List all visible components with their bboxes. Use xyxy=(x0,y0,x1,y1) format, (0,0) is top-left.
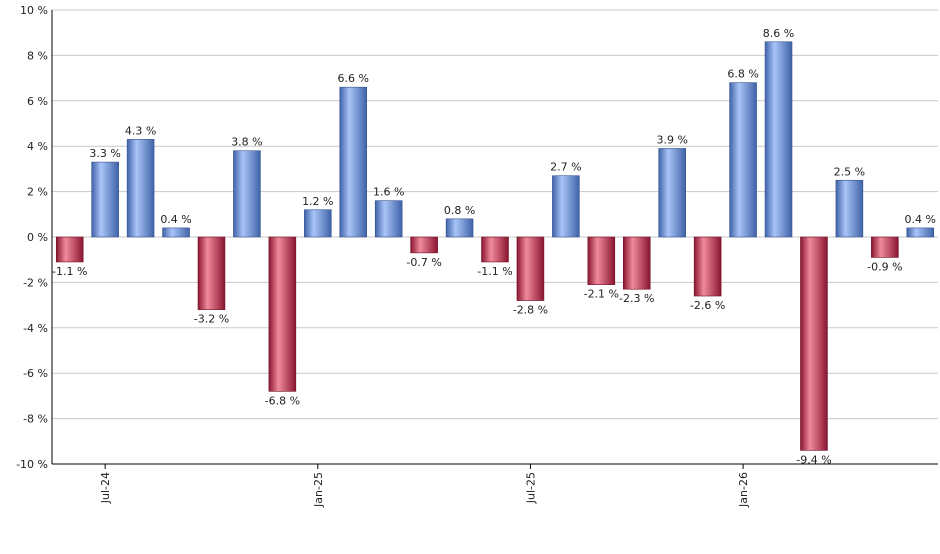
x-tick-label: Jul-24 xyxy=(99,472,112,504)
bar-positive xyxy=(445,218,474,238)
y-tick-label: -8 % xyxy=(23,413,48,426)
data-labels: -1.1 % 3.3 % 4.3 % 0.4 % -3.2 % 3.8 % -6.8 % 1.… xyxy=(52,27,936,467)
data-label: 3.8 % xyxy=(231,136,262,149)
bar-positive xyxy=(374,200,403,238)
data-label: 3.3 % xyxy=(89,147,120,160)
data-label: -2.1 % xyxy=(584,288,619,301)
bar-positive xyxy=(835,179,864,238)
bar-positive xyxy=(91,161,119,238)
data-label: -3.2 % xyxy=(194,313,229,326)
data-label: 2.7 % xyxy=(550,161,581,174)
bar-negative xyxy=(197,236,226,310)
x-tick-label: Jan-25 xyxy=(312,472,325,508)
data-label: -0.9 % xyxy=(867,260,902,273)
bar-positive xyxy=(126,139,155,238)
data-label: 3.9 % xyxy=(656,133,687,146)
y-tick-label: -2 % xyxy=(23,276,48,289)
data-label: -0.7 % xyxy=(406,256,441,269)
y-tick-label: -4 % xyxy=(23,322,48,335)
data-label: 2.5 % xyxy=(834,165,865,178)
data-label: 8.6 % xyxy=(763,27,794,40)
bar-negative xyxy=(410,236,438,254)
data-label: 1.2 % xyxy=(302,195,333,208)
y-tick-label: 0 % xyxy=(27,231,48,244)
bar-negative xyxy=(481,236,509,263)
bars xyxy=(55,41,935,451)
bar-negative xyxy=(55,236,84,263)
bar-positive xyxy=(339,86,368,238)
x-tick-label: Jul-25 xyxy=(524,472,537,504)
bar-positive xyxy=(162,227,190,238)
y-tick-label: 2 % xyxy=(27,186,48,199)
data-label: -2.8 % xyxy=(513,304,548,317)
bar-negative xyxy=(516,236,545,301)
y-tick-label: -6 % xyxy=(23,367,48,380)
data-label: 1.6 % xyxy=(373,186,404,199)
bar-negative xyxy=(622,236,651,290)
data-label: 6.6 % xyxy=(338,72,369,85)
data-label: 6.8 % xyxy=(727,68,758,81)
data-label: -1.1 % xyxy=(477,265,512,278)
bar-positive xyxy=(658,148,686,238)
data-label: -2.3 % xyxy=(619,292,654,305)
bar-positive xyxy=(729,82,757,238)
y-tick-label: -10 % xyxy=(16,458,48,471)
data-label: -6.8 % xyxy=(265,394,300,407)
bar-negative xyxy=(268,236,297,392)
y-tick-label: 4 % xyxy=(27,140,48,153)
data-label: -1.1 % xyxy=(52,265,87,278)
data-label: 0.4 % xyxy=(905,213,936,226)
y-tick-label: 8 % xyxy=(27,49,48,62)
bar-negative xyxy=(587,236,616,285)
bar-positive xyxy=(233,150,261,238)
data-label: -2.6 % xyxy=(690,299,725,312)
data-label: -9.4 % xyxy=(796,453,831,466)
y-tick-label: 6 % xyxy=(27,95,48,108)
bar-negative xyxy=(871,236,899,258)
axes xyxy=(51,10,938,465)
data-label: 0.8 % xyxy=(444,204,475,217)
data-label: 4.3 % xyxy=(125,124,156,137)
x-tick-label: Jan-26 xyxy=(737,472,750,508)
bar-negative xyxy=(693,236,722,297)
bar-positive xyxy=(552,175,580,238)
bar-positive xyxy=(764,41,793,238)
data-label: 0.4 % xyxy=(160,213,191,226)
bar-positive xyxy=(304,209,332,238)
bar-positive xyxy=(906,227,935,238)
y-tick-label: 10 % xyxy=(20,4,48,17)
x-axis-tick-labels: Jul-24 Jan-25 Jul-25 Jan-26 xyxy=(99,464,750,508)
bar-negative xyxy=(800,236,828,451)
y-axis-tick-labels: -10 % -8 % -6 % -4 % -2 % 0 % 2 % 4 % 6 % 8 % 10 % xyxy=(16,4,48,471)
